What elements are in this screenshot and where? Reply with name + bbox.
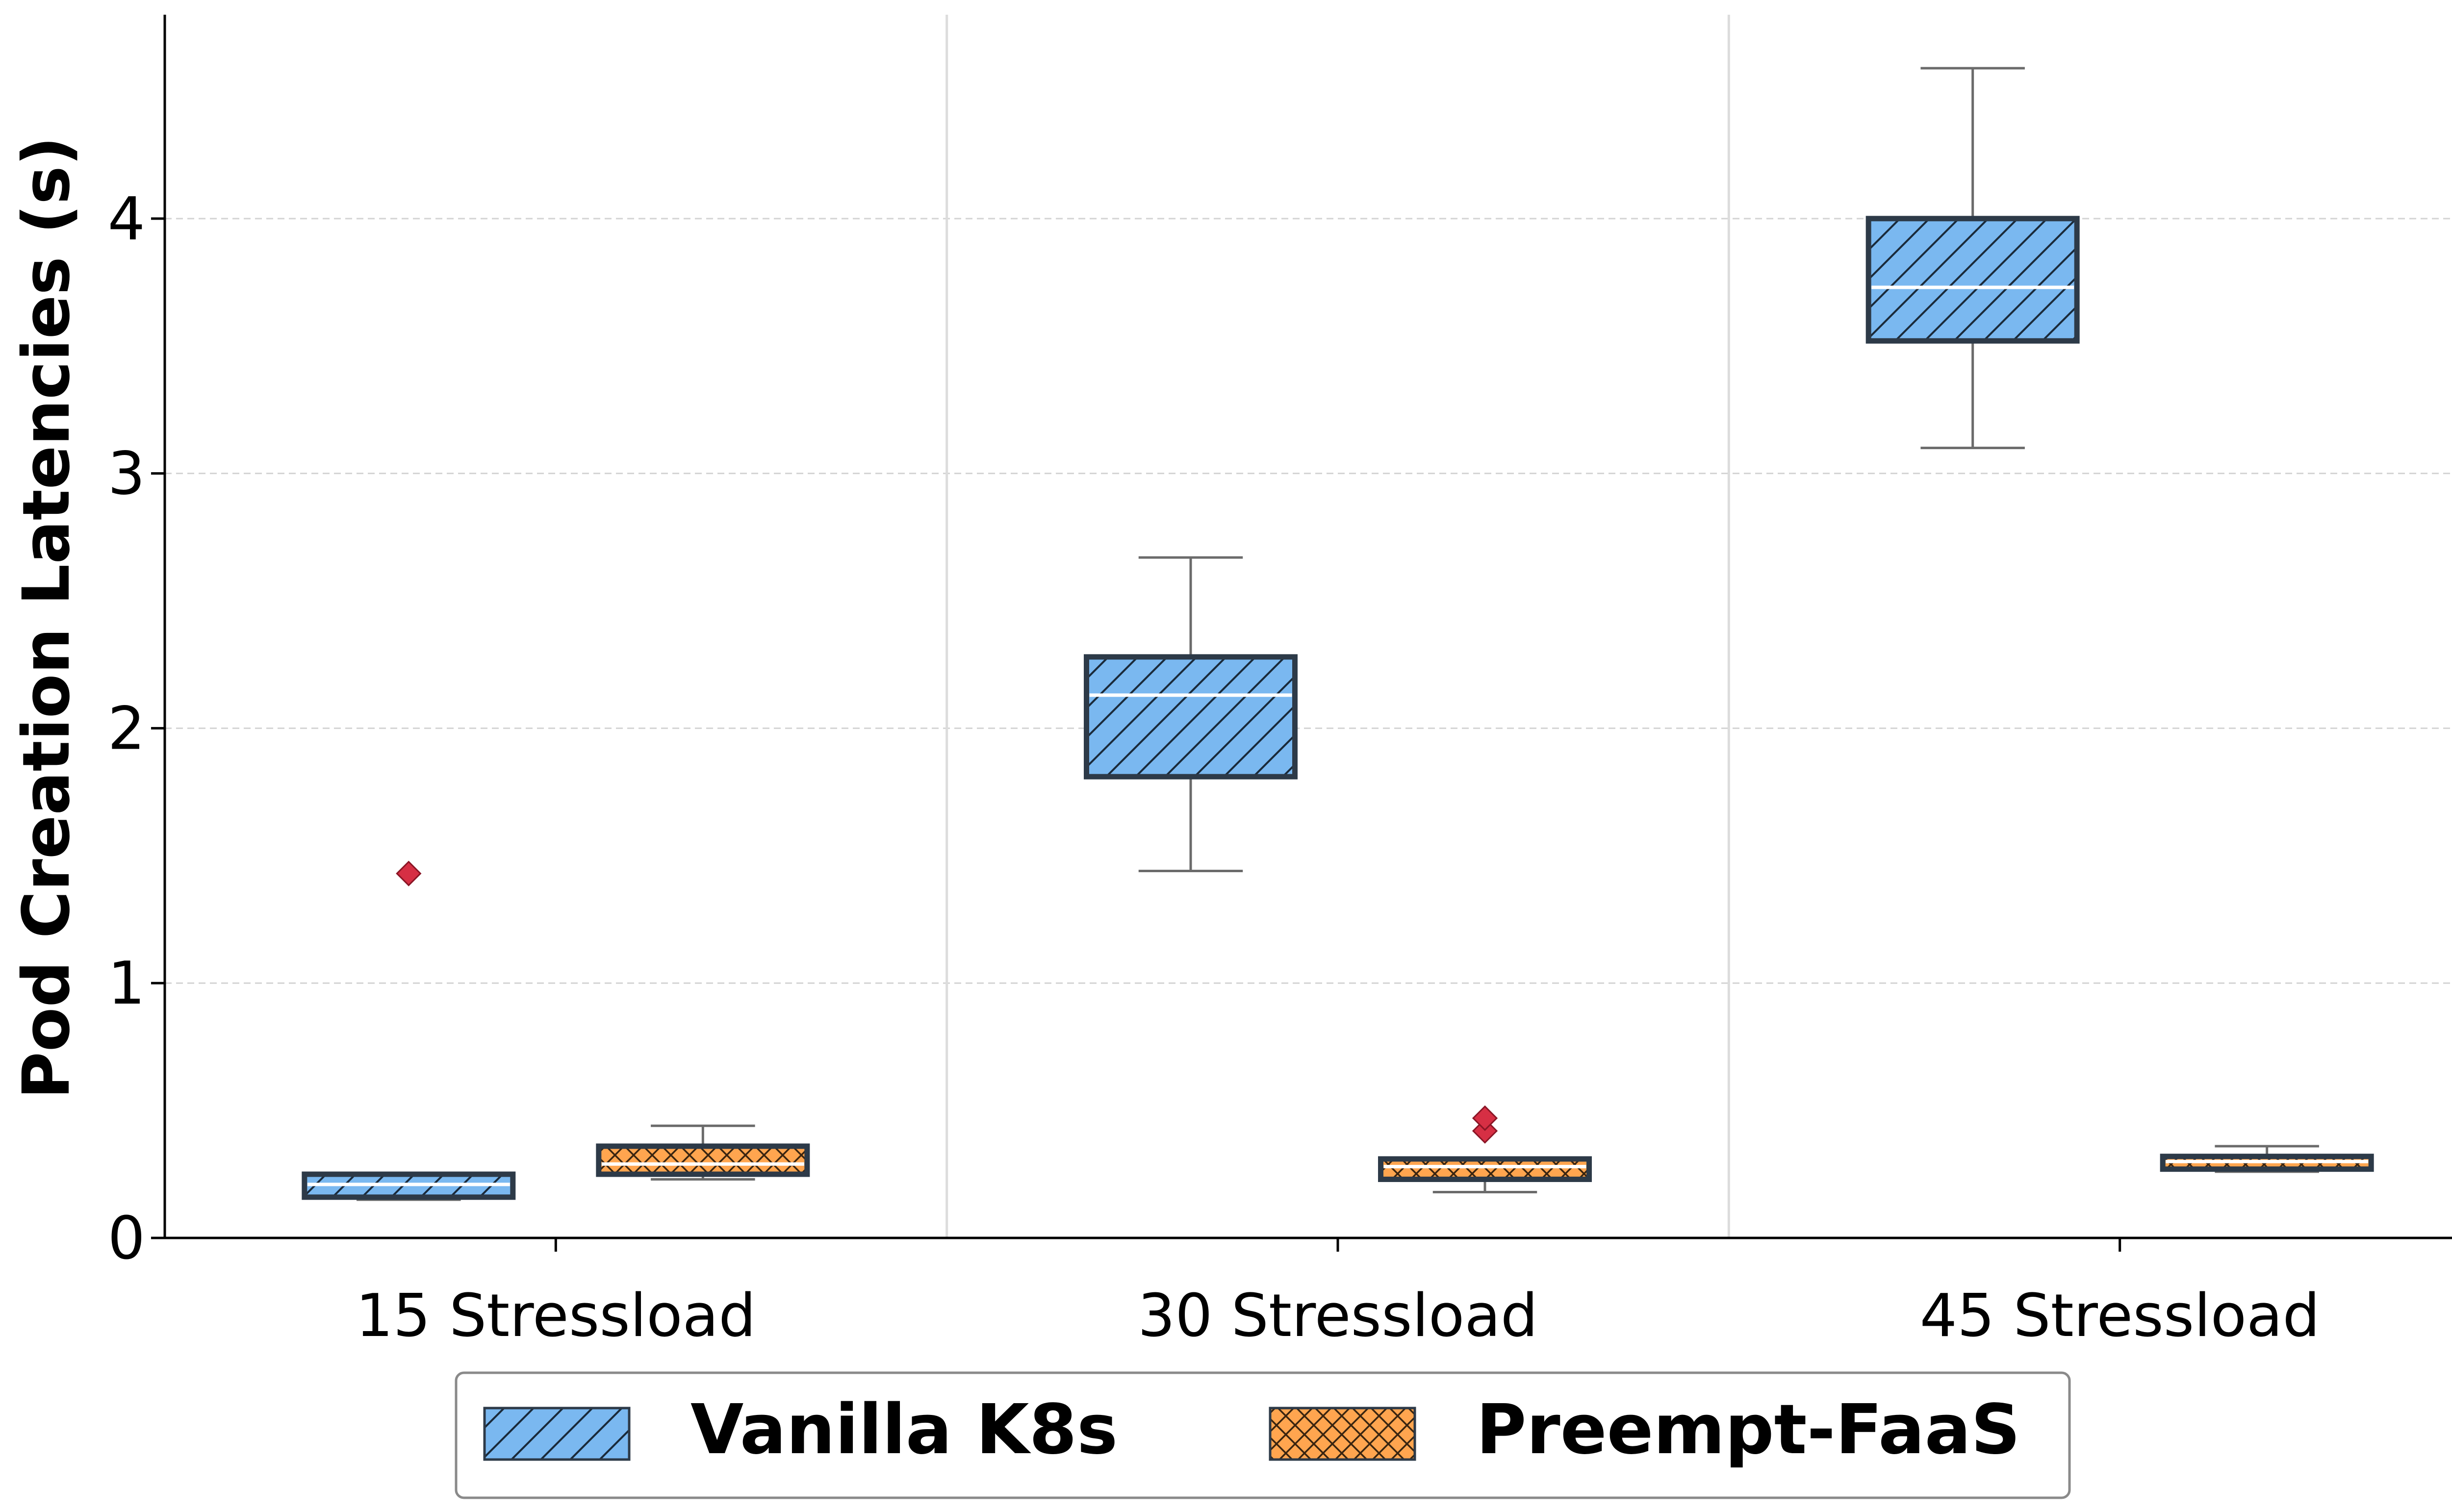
y-tick-label: 4 bbox=[108, 185, 145, 253]
legend-swatch bbox=[1269, 1407, 1416, 1461]
outlier-point bbox=[1472, 1105, 1498, 1131]
legend-label: Preempt-FaaS bbox=[1476, 1390, 2020, 1470]
outlier-point bbox=[396, 860, 422, 886]
legend-swatch bbox=[483, 1407, 631, 1461]
boxes bbox=[302, 67, 2374, 1201]
box-hatch bbox=[1868, 218, 2077, 341]
box-outline bbox=[596, 1143, 810, 1177]
y-tick-label: 2 bbox=[108, 695, 145, 763]
x-tick-label: 15 Stressload bbox=[356, 1282, 756, 1350]
legend: Vanilla K8s Preempt-FaaS bbox=[455, 1371, 2071, 1499]
box-1-2 bbox=[2160, 1145, 2374, 1173]
box-outline bbox=[2160, 1154, 2374, 1172]
box-1-0 bbox=[596, 1124, 810, 1181]
box-hatch bbox=[598, 1146, 807, 1175]
legend-frame bbox=[455, 1371, 2071, 1499]
box-hatch bbox=[1086, 656, 1295, 777]
y-axis-title: Pod Creation Latencies (s) bbox=[9, 136, 84, 1099]
box-outline bbox=[1378, 1156, 1592, 1182]
gridlines bbox=[165, 15, 2452, 1238]
axes bbox=[151, 15, 2452, 1252]
box-outline bbox=[1865, 216, 2080, 344]
box-outline bbox=[302, 1171, 516, 1200]
x-tick-label: 45 Stressload bbox=[1920, 1282, 2320, 1350]
box-0-0 bbox=[302, 860, 516, 1201]
y-tick-label: 3 bbox=[108, 440, 145, 508]
tick-labels: 0 1 2 3 4 15 Stressload 30 Stressload 45 Stress… bbox=[108, 185, 2320, 1350]
box-0-2 bbox=[1865, 67, 2080, 450]
x-tick-label: 30 Stressload bbox=[1138, 1282, 1538, 1350]
legend-label: Vanilla K8s bbox=[690, 1390, 1118, 1470]
box-1-1 bbox=[1378, 1105, 1592, 1193]
box-outline bbox=[1084, 654, 1298, 780]
box-0-1 bbox=[1084, 556, 1298, 872]
box-hatch bbox=[1380, 1159, 1589, 1180]
y-tick-label: 0 bbox=[108, 1205, 145, 1273]
y-tick-label: 1 bbox=[108, 950, 145, 1018]
